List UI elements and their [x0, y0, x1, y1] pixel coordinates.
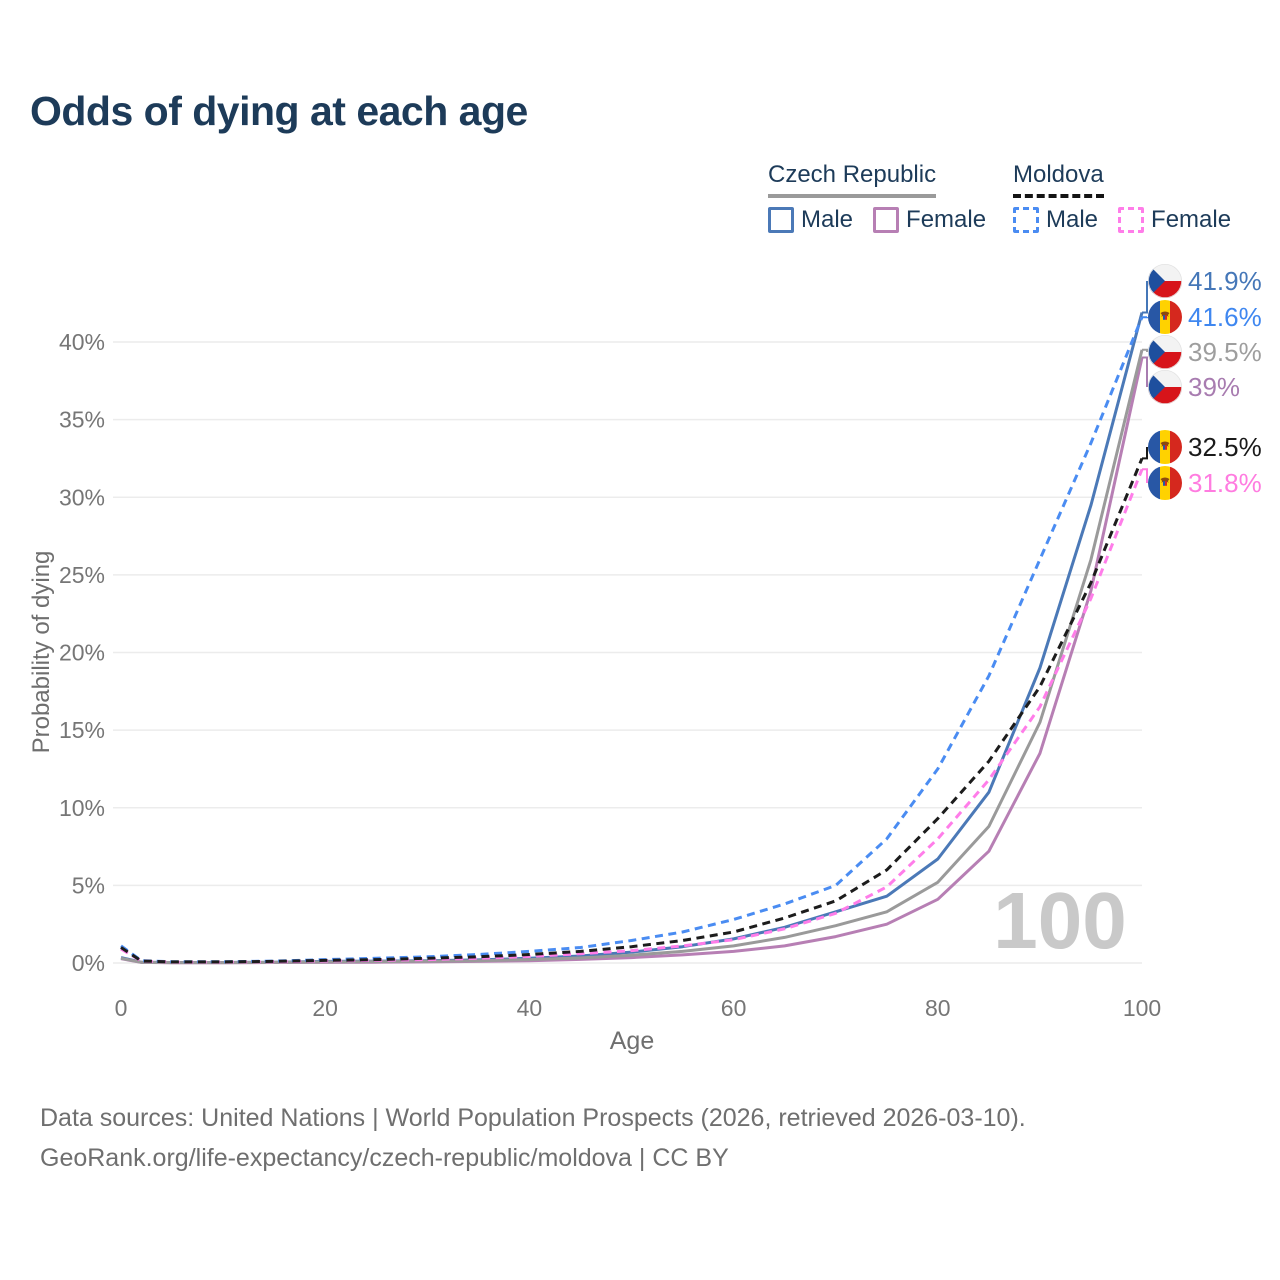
data-sources-text: Data sources: United Nations | World Pop…: [40, 1104, 1026, 1132]
y-tick-label: 20%: [59, 640, 105, 666]
leader-line-czech_avg: [1142, 348, 1148, 352]
end-label-value: 31.8%: [1188, 467, 1262, 498]
leader-line-moldova_female: [1142, 468, 1148, 483]
czech-female-swatch-icon: [873, 207, 900, 233]
y-tick-label: 10%: [59, 795, 105, 821]
legend-item-czech-female[interactable]: Female: [873, 206, 986, 234]
czech-flag-icon: [1148, 370, 1182, 404]
legend-group-czech-republic: Czech Republic Male Female: [768, 161, 986, 234]
leader-line-moldova_avg: [1142, 447, 1148, 460]
series-line-moldova_avg[interactable]: [120, 457, 1144, 964]
czech-flag-icon: [1148, 335, 1182, 369]
x-tick-label: 20: [312, 995, 338, 1021]
legend-item-label: Male: [801, 206, 854, 233]
y-axis-title: Probability of dying: [28, 550, 55, 754]
end-label-moldova-average: 32.5%: [1148, 430, 1262, 464]
x-tick-label: 0: [115, 995, 128, 1021]
legend-item-label: Male: [1046, 206, 1099, 233]
end-label-czech-average: 39.5%: [1148, 335, 1262, 369]
y-tick-label: 35%: [59, 407, 105, 433]
legend-header-moldova[interactable]: Moldova: [1013, 161, 1104, 198]
moldova-male-swatch-icon: [1013, 207, 1039, 233]
moldova-flag-icon: [1148, 300, 1182, 334]
legend-item-moldova-male[interactable]: Male: [1013, 206, 1098, 234]
y-tick-label: 40%: [59, 329, 105, 355]
moldova-female-swatch-icon: [1118, 207, 1145, 233]
end-label-value: 39.5%: [1188, 336, 1262, 367]
end-label-moldova-male: 41.6%: [1148, 300, 1262, 334]
end-label-czech-female: 39%: [1148, 370, 1240, 404]
leader-line-czech_female: [1142, 356, 1148, 387]
legend-item-moldova-female[interactable]: Female: [1118, 206, 1231, 234]
end-label-moldova-female: 31.8%: [1148, 466, 1262, 500]
end-label-value: 32.5%: [1188, 431, 1262, 462]
hover-age-watermark: 100: [993, 876, 1126, 965]
y-tick-label: 25%: [59, 562, 105, 588]
end-label-value: 39%: [1188, 371, 1241, 402]
czech-male-swatch-icon: [768, 207, 794, 233]
legend-group-moldova: Moldova Male Female: [1013, 161, 1231, 234]
series-line-czech_female[interactable]: [120, 357, 1144, 965]
czech-flag-icon: [1148, 264, 1182, 298]
moldova-flag-icon: [1148, 430, 1182, 464]
end-label-czech-male: 41.9%: [1148, 264, 1262, 298]
y-tick-label: 30%: [59, 484, 105, 510]
x-tick-label: 40: [517, 995, 543, 1021]
y-tick-label: 0%: [72, 950, 105, 976]
x-tick-label: 80: [925, 995, 951, 1021]
x-tick-label: 100: [1123, 995, 1161, 1021]
moldova-flag-icon: [1148, 466, 1182, 500]
x-tick-label: 60: [721, 995, 747, 1021]
x-axis-title: Age: [609, 1027, 655, 1055]
y-tick-label: 5%: [72, 872, 105, 898]
legend-item-label: Female: [906, 206, 987, 233]
leader-line-czech_male: [1142, 281, 1148, 314]
end-label-value: 41.6%: [1188, 301, 1262, 332]
legend-item-label: Female: [1151, 206, 1232, 233]
series-line-czech_male[interactable]: [120, 312, 1144, 964]
y-tick-label: 15%: [59, 717, 105, 743]
attribution-text: GeoRank.org/life-expectancy/czech-republ…: [40, 1144, 729, 1172]
end-label-value: 41.9%: [1188, 265, 1262, 296]
series-line-czech_avg[interactable]: [120, 349, 1144, 965]
legend-header-czech-republic[interactable]: Czech Republic: [768, 161, 937, 198]
series-line-moldova_female[interactable]: [120, 468, 1144, 964]
legend-item-czech-male[interactable]: Male: [768, 206, 853, 234]
series-line-moldova_male[interactable]: [120, 316, 1144, 964]
page-title: Odds of dying at each age: [30, 88, 528, 134]
